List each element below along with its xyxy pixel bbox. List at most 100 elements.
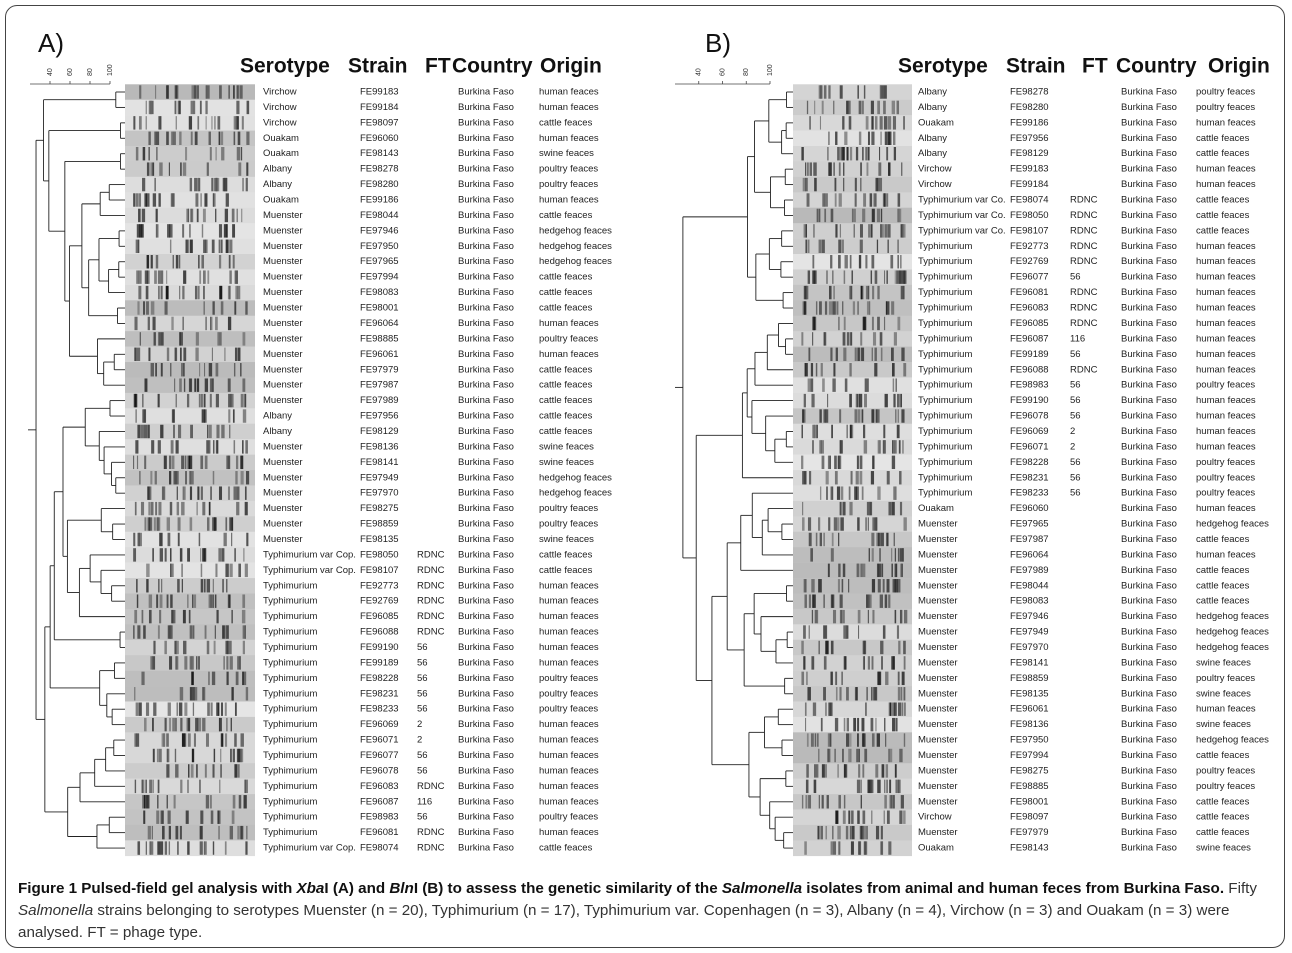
gel-band [135,409,137,423]
gel-band [190,764,194,778]
gel-band [887,224,891,238]
gel-band [871,208,875,223]
gel-band [183,486,186,500]
gel-band [146,193,150,207]
cell-ft: 56 [1070,380,1081,391]
gel-band [144,270,148,284]
gel-band [862,764,865,778]
gel-band [879,548,881,562]
cell-origin: cattle feaces [539,565,593,576]
gel-band [803,471,807,485]
gel-band [817,733,819,747]
gel-band [134,687,136,701]
gel-band [891,548,893,562]
cell-strain: FE96069 [360,719,399,730]
column-header: Country [1116,55,1197,78]
gel-band [838,532,840,547]
gel-band [860,779,862,794]
cell-strain: FE97987 [360,380,399,391]
gel-band [179,378,182,392]
cell-country: Burkina Faso [458,287,514,298]
cell-country: Burkina Faso [1121,673,1177,684]
gel-band [145,100,147,115]
gel-band [223,532,227,547]
cell-origin: cattle feaces [539,380,593,391]
gel-band [211,239,215,254]
gel-band [835,224,838,238]
gel-band [149,841,152,855]
cell-serotype: Typhimurium [918,441,972,452]
cell-origin: cattle feaces [1196,148,1250,159]
gel-band [854,193,857,207]
gel-band [178,424,182,439]
gel-band [185,471,187,485]
gel-band [893,147,897,161]
gel-band [863,733,865,747]
gel-band [215,563,218,578]
gel-band [161,733,165,747]
cell-strain: FE96077 [360,750,399,761]
gel-band [208,424,212,439]
gel-band [858,393,862,408]
gel-band [849,825,851,840]
gel-band [804,702,807,716]
gel-band [200,579,204,593]
gel-band [175,116,177,130]
gel-band [221,147,225,161]
gel-band [828,301,833,315]
gel-band [871,131,875,146]
gel-band [236,147,241,161]
gel-band [833,162,835,176]
gel-band [886,147,889,161]
cell-strain: FE97994 [1010,750,1049,761]
gel-band [176,702,178,716]
gel-band [226,717,228,732]
gel-band [209,501,211,516]
gel-band [218,825,221,840]
gel-band [232,224,236,238]
cell-country: Burkina Faso [1121,318,1177,329]
gel-band [233,486,237,500]
gel-band [901,548,904,562]
cell-country: Burkina Faso [458,102,514,113]
gel-band [149,517,153,531]
cell-ft: RDNC [1070,287,1098,298]
gel-band [838,795,841,809]
gel-band [136,440,139,454]
gel-band [190,424,193,439]
cell-ft: RDNC [417,781,445,792]
gel-band [158,748,162,763]
gel-band [226,656,229,670]
cell-serotype: Typhimurium var Co. [918,195,1006,206]
gel-band [138,224,143,238]
gel-band [138,208,141,223]
cell-strain: FE96064 [360,318,399,329]
cell-serotype: Typhimurium [263,719,317,730]
gel-band [897,548,899,562]
gel-band [215,208,217,223]
gel-band [822,193,826,207]
gel-band [245,177,248,192]
gel-band [182,486,185,500]
gel-band [897,779,901,794]
gel-band [203,687,206,701]
column-header: Origin [540,55,602,78]
cell-country: Burkina Faso [1121,411,1177,422]
cell-country: Burkina Faso [1121,611,1177,622]
cell-serotype: Muenster [918,827,958,838]
gel-band [858,764,861,778]
gel-band [878,177,883,192]
gel-band [180,363,183,377]
cell-origin: poultry feaces [539,519,598,530]
cell-country: Burkina Faso [1121,364,1177,375]
gel-band [818,579,820,593]
gel-band [229,594,231,608]
gel-band [838,455,842,470]
cell-strain: FE96061 [1010,704,1049,715]
gel-band [200,563,203,578]
gel-band [857,717,860,732]
gel-band [145,841,147,855]
gel-band [867,131,870,146]
gel-band [843,717,846,732]
cell-ft: 2 [417,735,422,746]
